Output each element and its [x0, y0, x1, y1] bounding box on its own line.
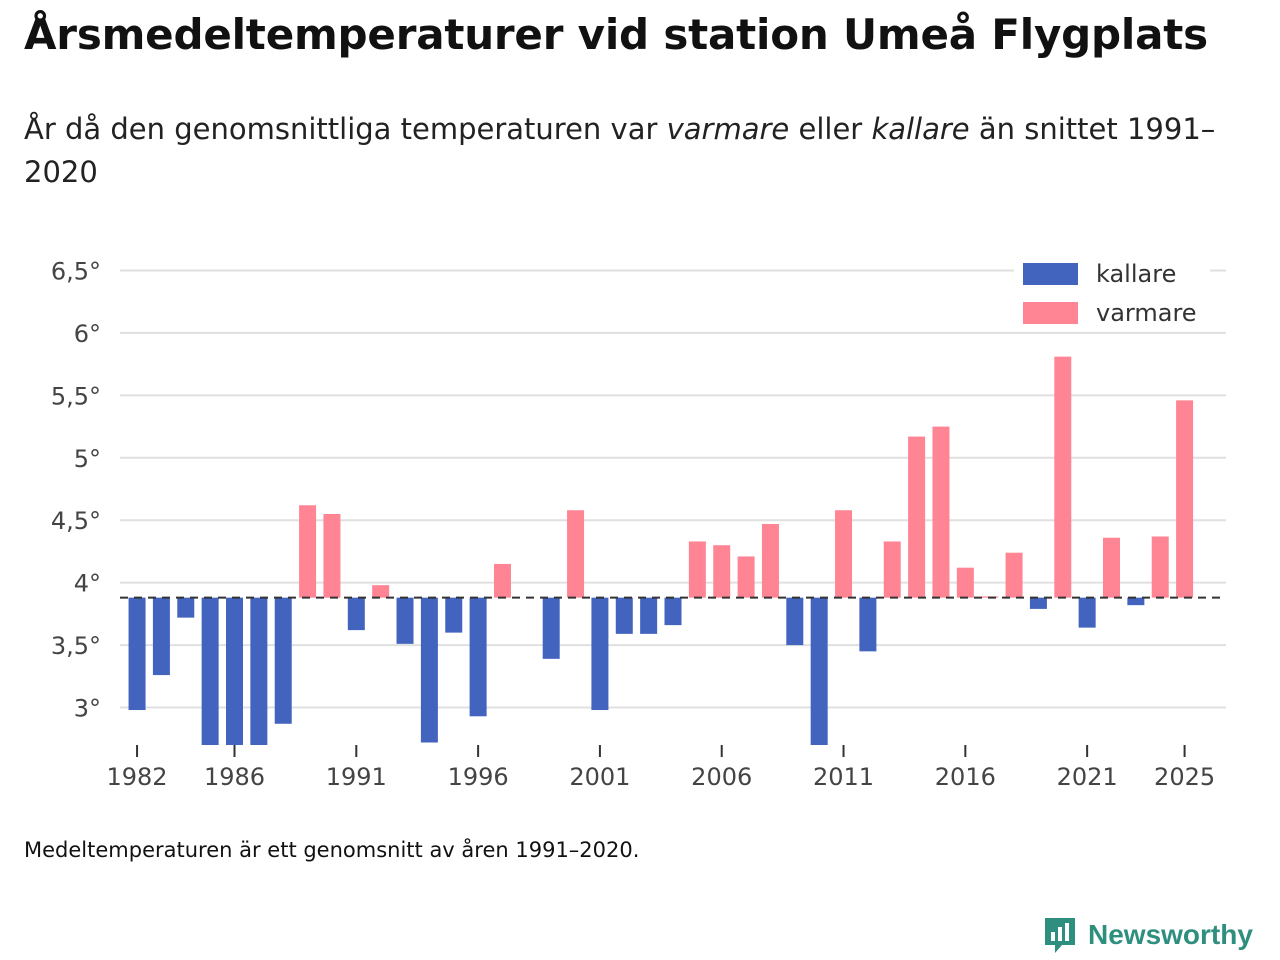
- x-tick-label: 2011: [813, 763, 874, 791]
- page-title: Årsmedeltemperaturer vid station Umeå Fl…: [24, 10, 1208, 59]
- bar-varmare: [908, 436, 926, 598]
- bar-kallare: [542, 597, 560, 659]
- x-tick-label: 1996: [448, 763, 509, 791]
- x-tick-label: 1986: [204, 763, 265, 791]
- bar-kallare: [420, 597, 438, 743]
- bar-kallare: [1029, 597, 1047, 609]
- bar-varmare: [932, 426, 950, 598]
- subtitle-part1: År då den genomsnittliga temperaturen va…: [24, 112, 667, 146]
- footnote: Medeltemperaturen är ett genomsnitt av å…: [24, 838, 640, 862]
- legend-label-varmare: varmare: [1096, 299, 1197, 327]
- x-tick-label: 1991: [326, 763, 387, 791]
- subtitle-part2: eller: [789, 112, 872, 146]
- bar-kallare: [1127, 597, 1145, 606]
- bar-varmare: [835, 510, 853, 598]
- bar-kallare: [810, 597, 828, 745]
- y-tick-label: 6°: [74, 320, 101, 348]
- bar-varmare: [493, 563, 511, 598]
- subtitle: År då den genomsnittliga temperaturen va…: [24, 108, 1224, 194]
- bar-varmare: [323, 513, 341, 598]
- y-tick-label: 6,5°: [51, 257, 101, 285]
- legend-label-kallare: kallare: [1096, 260, 1176, 288]
- bar-varmare: [299, 505, 317, 598]
- x-tick-label: 2021: [1057, 763, 1118, 791]
- x-tick-label: 2001: [569, 763, 630, 791]
- bar-kallare: [615, 597, 633, 634]
- bar-kallare: [859, 597, 877, 652]
- bar-varmare: [372, 585, 390, 598]
- subtitle-part3: än snittet 1991–2020: [24, 112, 1216, 189]
- bar-kallare: [640, 597, 658, 634]
- bar-varmare: [1054, 356, 1072, 598]
- y-axis-labels: 3° 3,5° 4° 4,5° 5° 5,5° 6° 6,5°: [51, 257, 101, 722]
- bar-kallare: [177, 597, 195, 618]
- bar-kallare: [786, 597, 804, 646]
- bar-kallare: [128, 597, 146, 711]
- y-tick-label: 4,5°: [51, 507, 101, 535]
- legend-swatch-varmare: [1023, 302, 1078, 324]
- legend-swatch-kallare: [1023, 263, 1078, 285]
- bar-varmare: [1151, 536, 1169, 598]
- bar-kallare: [250, 597, 268, 745]
- x-tick-label: 2025: [1154, 763, 1215, 791]
- bar-varmare: [688, 541, 706, 598]
- bar-kallare: [664, 597, 682, 626]
- subtitle-warm-word: varmare: [666, 112, 790, 146]
- bar-kallare: [201, 597, 219, 745]
- bar-kallare: [225, 597, 243, 745]
- y-tick-label: 3°: [74, 695, 101, 723]
- x-tick-label: 2016: [935, 763, 996, 791]
- bar-varmare: [1176, 400, 1194, 598]
- bar-kallare: [396, 597, 414, 644]
- newsworthy-chart-icon: [1045, 918, 1075, 953]
- y-tick-label: 3,5°: [51, 632, 101, 660]
- brand-logo: Newsworthy: [1042, 915, 1253, 955]
- x-tick-label: 1982: [107, 763, 168, 791]
- bar-kallare: [445, 597, 463, 633]
- bar-varmare: [761, 523, 779, 598]
- temperature-bar-chart: 3° 3,5° 4° 4,5° 5° 5,5° 6° 6,5° 1982 1986 1991 199…: [51, 253, 1226, 791]
- bar-kallare: [152, 597, 170, 676]
- subtitle-cold-word: kallare: [871, 112, 970, 146]
- bar-varmare: [956, 567, 974, 598]
- bar-varmare: [883, 541, 901, 598]
- bar-kallare: [1078, 597, 1096, 628]
- x-axis: 1982 1986 1991 1996 2001 2006 2011 2016 2021 2025: [107, 745, 1215, 791]
- bars: [128, 356, 1194, 745]
- bar-varmare: [567, 510, 585, 598]
- brand-name: Newsworthy: [1088, 919, 1253, 950]
- bar-kallare: [591, 597, 609, 711]
- y-tick-label: 5°: [74, 445, 101, 473]
- bar-kallare: [274, 597, 292, 724]
- y-tick-label: 5,5°: [51, 382, 101, 410]
- bar-kallare: [347, 597, 365, 631]
- x-tick-label: 2006: [691, 763, 752, 791]
- bar-varmare: [1103, 537, 1121, 598]
- y-tick-label: 4°: [74, 570, 101, 598]
- bar-varmare: [1005, 552, 1023, 598]
- bar-varmare: [713, 545, 731, 598]
- legend: kallare varmare: [1014, 253, 1210, 327]
- bar-varmare: [737, 556, 755, 598]
- bar-kallare: [469, 597, 487, 717]
